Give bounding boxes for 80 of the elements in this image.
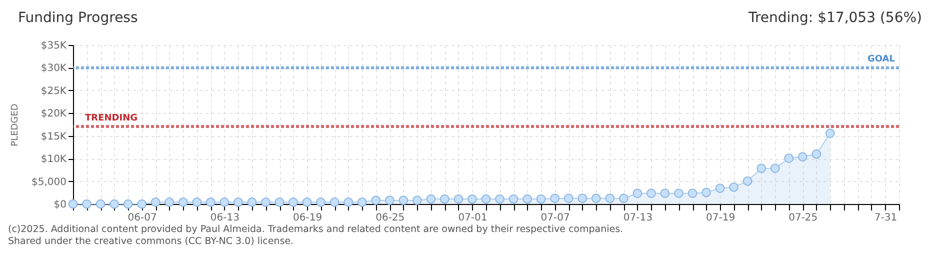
y-tick-label: $30K: [40, 63, 67, 74]
x-tick-label: 07-19: [706, 212, 736, 224]
point: [481, 194, 491, 204]
point: [468, 194, 477, 204]
y-tick-label: $10K: [40, 154, 67, 166]
point: [234, 198, 243, 207]
y-tick-label: $0: [54, 200, 66, 210]
chart-subtitle: Trending: $17,053 (56%): [748, 10, 922, 28]
point: [825, 128, 835, 138]
point: [261, 198, 270, 207]
point: [564, 194, 574, 203]
point: [123, 199, 133, 209]
point: [591, 194, 601, 203]
ref-line-label: TRENDING: [85, 114, 138, 124]
point: [426, 194, 436, 204]
point: [632, 188, 642, 198]
point: [164, 198, 174, 207]
x-tick-label: 06-13: [210, 212, 240, 224]
point: [674, 188, 684, 198]
point: [330, 198, 340, 207]
point: [344, 198, 354, 207]
point: [646, 188, 656, 198]
y-tick-label: $35K: [40, 40, 67, 52]
point: [756, 164, 766, 174]
point: [770, 164, 780, 174]
point: [812, 149, 822, 159]
point: [605, 194, 615, 203]
point: [454, 194, 464, 204]
point: [508, 194, 518, 204]
point: [550, 194, 560, 203]
y-tick-label: $15K: [40, 131, 67, 142]
point: [150, 198, 160, 207]
x-tick-label: 07-13: [623, 212, 652, 224]
y-tick-label: $20K: [40, 108, 67, 120]
point: [495, 194, 504, 204]
point: [618, 194, 628, 203]
y-axis-title: PLEDGED: [10, 104, 21, 146]
point: [536, 194, 546, 204]
point: [384, 196, 394, 206]
point: [412, 196, 422, 206]
x-tick-label: 06-07: [128, 212, 157, 224]
y-tick-label: $5,000: [32, 176, 66, 188]
x-tick-label: 7-31: [874, 212, 898, 224]
point: [522, 194, 532, 204]
point: [316, 198, 326, 207]
point: [357, 198, 367, 207]
point: [715, 184, 725, 193]
x-tick-label: 06-19: [293, 212, 322, 224]
point: [660, 188, 670, 198]
x-tick-label: 07-01: [458, 212, 488, 224]
x-tick-label: 07-25: [788, 212, 818, 224]
point: [137, 199, 147, 209]
point: [220, 198, 230, 207]
point: [288, 198, 298, 207]
point: [578, 194, 588, 203]
point: [96, 199, 106, 209]
point: [274, 198, 284, 207]
point: [302, 198, 312, 207]
chart-title: Funding Progress: [18, 10, 138, 28]
point: [206, 198, 216, 207]
point: [192, 198, 202, 207]
point: [178, 198, 188, 207]
point: [784, 154, 794, 164]
point: [110, 199, 119, 209]
point: [82, 199, 92, 209]
text: (c)2025. Additional content provided by Paul Almeida. Trademarks and related content are owned by their respective companies.: [8, 224, 624, 236]
point: [798, 152, 808, 162]
point: [742, 176, 752, 186]
point: [729, 182, 738, 192]
point: [247, 198, 257, 207]
x-tick-label: 07-07: [540, 212, 570, 224]
point: [440, 194, 450, 204]
point: [688, 188, 698, 198]
x-tick-label: 06-25: [376, 212, 405, 224]
text: Shared under the creative commons (CC BY-NC 3.0) license.: [8, 236, 295, 248]
point: [702, 188, 711, 198]
y-tick-label: $25K: [40, 86, 67, 97]
ref-line-label: GOAL: [868, 54, 896, 65]
point: [371, 196, 381, 206]
point: [398, 196, 408, 206]
